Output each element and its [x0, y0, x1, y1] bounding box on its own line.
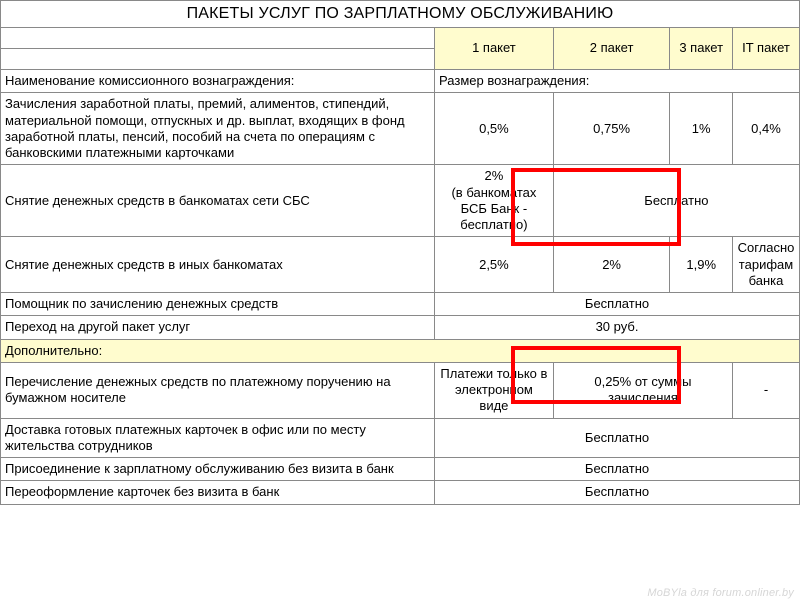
pkg-col-1: 1 пакет — [435, 28, 554, 70]
row-2: Снятие денежных средств в банкоматах сет… — [1, 165, 800, 237]
row-5-label: Переход на другой пакет услуг — [1, 316, 435, 339]
row-3-label: Снятие денежных средств в иных банкомата… — [1, 237, 435, 293]
row-8-label: Присоединение к зарплатному обслуживанию… — [1, 458, 435, 481]
subheader-left: Наименование комиссионного вознаграждени… — [1, 70, 435, 93]
row-6-v1: Платежи только в электронном виде — [435, 362, 554, 418]
row-5: Переход на другой пакет услуг 30 руб. — [1, 316, 800, 339]
row-3-v4: Согласно тарифам банка — [733, 237, 800, 293]
header-empty-left-2 — [1, 49, 435, 70]
row-1-v1: 0,5% — [435, 93, 554, 165]
pkg-col-3: 3 пакет — [670, 28, 733, 70]
row-9: Переоформление карточек без визита в бан… — [1, 481, 800, 504]
row-5-v: 30 руб. — [435, 316, 800, 339]
row-1: Зачисления заработной платы, премий, али… — [1, 93, 800, 165]
row-2-v234: Бесплатно — [553, 165, 799, 237]
row-3-v3: 1,9% — [670, 237, 733, 293]
row-3: Снятие денежных средств в иных банкомата… — [1, 237, 800, 293]
extra-header: Дополнительно: — [1, 339, 800, 362]
subheader-right: Размер вознаграждения: — [435, 70, 800, 93]
row-3-v1: 2,5% — [435, 237, 554, 293]
row-7-v: Бесплатно — [435, 418, 800, 458]
row-8: Присоединение к зарплатному обслуживанию… — [1, 458, 800, 481]
row-4-label: Помощник по зачислению денежных средств — [1, 293, 435, 316]
row-4-v: Бесплатно — [435, 293, 800, 316]
row-9-label: Переоформление карточек без визита в бан… — [1, 481, 435, 504]
row-1-label: Зачисления заработной платы, премий, али… — [1, 93, 435, 165]
header-split-row: 1 пакет 2 пакет 3 пакет IT пакет — [1, 28, 800, 49]
pkg-col-2: 2 пакет — [553, 28, 670, 70]
row-9-v: Бесплатно — [435, 481, 800, 504]
page-title: ПАКЕТЫ УСЛУГ ПО ЗАРПЛАТНОМУ ОБСЛУЖИВАНИЮ — [1, 1, 800, 28]
row-6-v4: - — [733, 362, 800, 418]
row-2-label: Снятие денежных средств в банкоматах сет… — [1, 165, 435, 237]
row-1-v3: 1% — [670, 93, 733, 165]
row-6-label: Перечисление денежных средств по платежн… — [1, 362, 435, 418]
row-extra-header: Дополнительно: — [1, 339, 800, 362]
row-4: Помощник по зачислению денежных средств … — [1, 293, 800, 316]
row-1-v2: 0,75% — [553, 93, 670, 165]
row-6: Перечисление денежных средств по платежн… — [1, 362, 800, 418]
tariff-table: ПАКЕТЫ УСЛУГ ПО ЗАРПЛАТНОМУ ОБСЛУЖИВАНИЮ… — [0, 0, 800, 505]
row-3-v2: 2% — [553, 237, 670, 293]
subheader-row: Наименование комиссионного вознаграждени… — [1, 70, 800, 93]
title-row: ПАКЕТЫ УСЛУГ ПО ЗАРПЛАТНОМУ ОБСЛУЖИВАНИЮ — [1, 1, 800, 28]
page-container: ПАКЕТЫ УСЛУГ ПО ЗАРПЛАТНОМУ ОБСЛУЖИВАНИЮ… — [0, 0, 800, 603]
row-2-v1: 2% (в банкоматах БСБ Банк - бесплатно) — [435, 165, 554, 237]
pkg-col-4: IT пакет — [733, 28, 800, 70]
row-1-v4: 0,4% — [733, 93, 800, 165]
row-8-v: Бесплатно — [435, 458, 800, 481]
row-7: Доставка готовых платежных карточек в оф… — [1, 418, 800, 458]
header-empty-left — [1, 28, 435, 49]
watermark: MoBYla для forum.onliner.by — [647, 587, 794, 599]
row-7-label: Доставка готовых платежных карточек в оф… — [1, 418, 435, 458]
row-6-v23: 0,25% от суммы зачисления — [553, 362, 732, 418]
